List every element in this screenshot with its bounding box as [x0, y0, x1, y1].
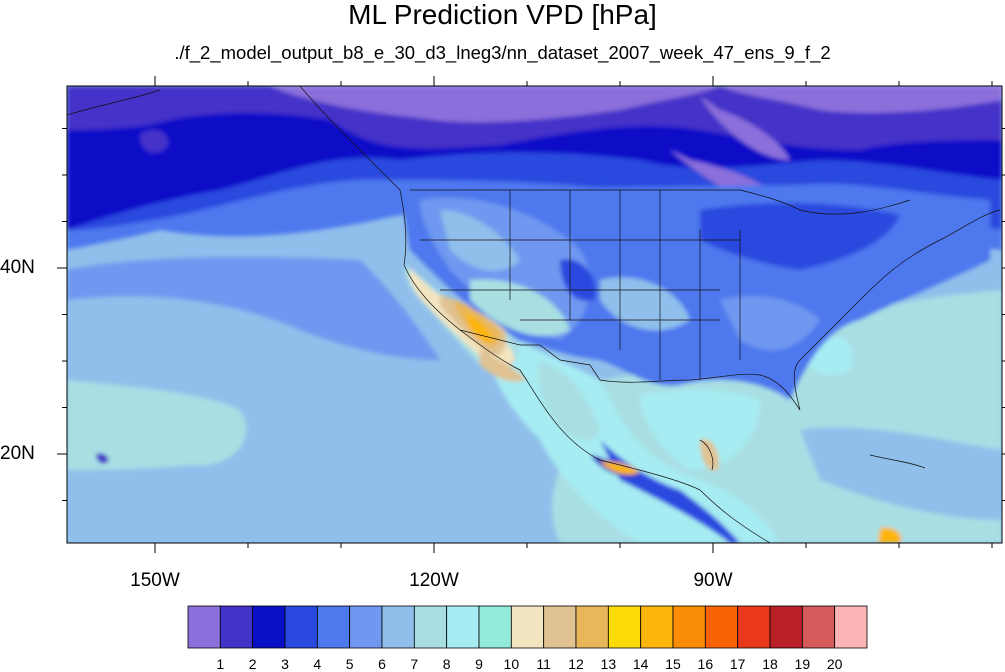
colorbar-label: 1 — [216, 656, 225, 672]
colorbar-swatch — [219, 605, 254, 649]
lat-tick-label: 20N — [0, 443, 35, 464]
colorbar-label: 14 — [632, 656, 649, 672]
colorbar-label: 11 — [536, 656, 551, 672]
colorbar-swatch — [187, 605, 221, 649]
colorbar-swatch — [349, 605, 383, 649]
colorbar-swatch — [575, 605, 609, 649]
vpd-field — [67, 86, 1002, 543]
colorbar-swatch — [478, 605, 512, 649]
colorbar-label: 10 — [503, 656, 520, 672]
colorbar-swatch — [413, 605, 448, 649]
coastlines — [67, 86, 1001, 543]
colorbar-label: 9 — [475, 656, 483, 672]
colorbar-label: 4 — [313, 656, 322, 672]
colorbar-label: 5 — [345, 656, 354, 672]
colorbar-label: 16 — [697, 656, 714, 672]
colorbar-swatch — [737, 605, 771, 649]
lon-tick-label: 150W — [130, 570, 180, 591]
colorbar-swatch — [510, 605, 545, 649]
colorbar-label: 2 — [248, 656, 257, 672]
colorbar-swatch — [316, 605, 351, 649]
colorbar-label: 13 — [600, 656, 617, 672]
map-title: ML Prediction VPD [hPa] — [348, 0, 657, 30]
colorbar-swatch — [607, 605, 642, 649]
colorbar-swatch — [252, 605, 286, 649]
colorbar-label: 7 — [410, 656, 419, 672]
colorbar-label: 18 — [762, 656, 778, 672]
colorbar-swatch — [834, 605, 868, 649]
colorbar-swatch — [672, 605, 706, 649]
colorbar-swatch — [704, 605, 739, 649]
lon-tick-label: 90W — [693, 570, 733, 591]
colorbar-label: 17 — [729, 656, 746, 672]
lon-tick-label: 120W — [409, 570, 459, 591]
colorbar-label: 3 — [281, 656, 289, 672]
colorbar-label: 19 — [794, 656, 811, 672]
map-subtitle: ./f_2_model_output_b8_e_30_d3_lneg3/nn_d… — [174, 42, 831, 63]
lat-tick-label: 40N — [0, 257, 35, 278]
colorbar-label: 20 — [826, 656, 843, 672]
colorbar-label: 15 — [665, 656, 681, 672]
colorbar-swatch — [381, 605, 415, 649]
colorbar-label: 12 — [568, 656, 584, 672]
colorbar-swatch — [446, 605, 480, 649]
colorbar-swatch — [801, 605, 836, 649]
colorbar-label: 8 — [442, 656, 451, 672]
colorbar-swatch — [769, 605, 803, 649]
colorbar-swatch — [640, 605, 674, 649]
colorbar — [187, 605, 868, 649]
colorbar-swatch — [543, 605, 577, 649]
colorbar-swatch — [284, 605, 318, 649]
colorbar-label: 6 — [378, 656, 386, 672]
